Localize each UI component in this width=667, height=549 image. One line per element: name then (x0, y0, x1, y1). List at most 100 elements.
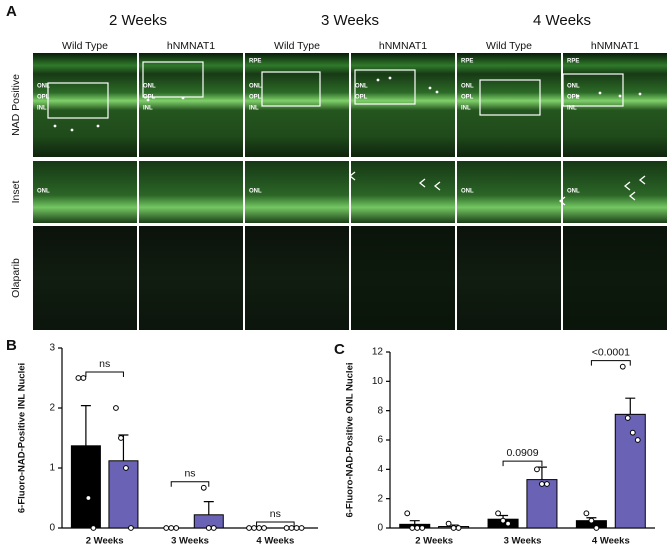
data-point (619, 363, 626, 370)
y-tick-label: 2 (377, 493, 383, 504)
layer-label: ONL (249, 84, 262, 90)
arrowhead (348, 171, 356, 181)
data-point (495, 510, 501, 517)
row-label: NAD Positive (10, 74, 22, 136)
significance-bracket (85, 371, 124, 377)
data-point (261, 525, 267, 531)
data-point (419, 525, 426, 531)
arrowhead (433, 181, 441, 191)
data-point (288, 525, 295, 531)
data-point (409, 525, 416, 531)
arrowhead (418, 178, 426, 188)
data-point (251, 525, 257, 531)
data-point (624, 415, 631, 421)
layer-label: OPL (461, 95, 474, 101)
micrograph (33, 226, 137, 330)
inset-box (354, 69, 416, 105)
micrograph (563, 161, 667, 223)
genotype-label: hNMNAT1 (167, 40, 215, 52)
y-axis-label: 6-Fluoro-NAD-Positive ONL Nuclei (345, 362, 356, 517)
layer-label: INL (567, 106, 577, 112)
nucleus-marker (96, 124, 100, 128)
panel-letter: A (6, 3, 17, 20)
y-axis-label: 6-Fluoro-NAD-Positive INL Nuclei (17, 363, 28, 513)
data-point (505, 520, 511, 527)
genotype-label: Wild Type (62, 40, 108, 52)
layer-label: ONL (249, 189, 262, 195)
data-point (404, 510, 411, 517)
significance-label: ns (184, 468, 195, 480)
y-tick-label: 2 (49, 403, 55, 414)
error-bar (409, 520, 420, 525)
nucleus-marker (428, 86, 432, 90)
micrograph (245, 161, 349, 223)
data-point (455, 525, 462, 531)
micrograph (563, 53, 667, 157)
micrograph (457, 161, 561, 223)
inset-box (142, 61, 204, 98)
y-tick-label: 0 (49, 523, 55, 534)
layer-label: OPL (37, 95, 50, 101)
y-tick-label: 3 (49, 343, 55, 354)
data-point (414, 525, 421, 531)
x-tick-label: 2 Weeks (415, 536, 453, 547)
micrograph (245, 226, 349, 330)
x-tick-label: 3 Weeks (171, 536, 209, 547)
y-tick-label: 1 (49, 463, 55, 474)
y-tick-label: 6 (377, 435, 383, 446)
nucleus-marker (576, 94, 580, 98)
micrograph (351, 53, 455, 157)
data-point (246, 525, 252, 531)
layer-label: ONL (355, 84, 368, 90)
layer-label: ONL (461, 84, 474, 90)
genotype-label: Wild Type (274, 40, 320, 52)
micrograph (457, 226, 561, 330)
micrograph (457, 53, 561, 157)
layer-label: OPL (567, 95, 580, 101)
data-point (293, 525, 300, 531)
nucleus-marker (146, 98, 150, 102)
nucleus-marker (181, 96, 185, 100)
layer-label: ONL (37, 189, 50, 195)
layer-label: ONL (567, 84, 580, 90)
layer-label: OPL (249, 95, 262, 101)
x-tick-label: 4 Weeks (256, 536, 294, 547)
layer-label: OPL (355, 95, 368, 101)
data-point (85, 495, 92, 501)
inset-box (562, 73, 624, 107)
timepoint-label: 4 Weeks (533, 12, 591, 29)
row-label: Inset (10, 181, 22, 204)
nucleus-marker (618, 94, 622, 98)
significance-bracket (170, 481, 210, 487)
nucleus-marker (388, 76, 392, 80)
micrograph (33, 161, 137, 223)
data-point (113, 405, 119, 411)
micrograph-tint (563, 226, 667, 330)
data-point (118, 435, 124, 441)
layer-label: RPE (567, 59, 579, 65)
error-bar (80, 405, 91, 446)
data-point (200, 484, 207, 491)
genotype-label: hNMNAT1 (379, 40, 427, 52)
data-point (445, 520, 452, 527)
micrograph (33, 53, 137, 157)
timepoint-label: 3 Weeks (321, 12, 379, 29)
significance-bracket (256, 521, 295, 527)
inset-box (47, 82, 109, 119)
data-point (298, 525, 305, 531)
bar (526, 479, 558, 529)
data-point (75, 375, 82, 381)
layer-label: ONL (567, 189, 580, 195)
significance-label: 0.0909 (506, 447, 538, 459)
data-point (500, 517, 506, 524)
significance-bracket (590, 360, 631, 366)
timepoint-label: 2 Weeks (109, 12, 167, 29)
layer-label: ONL (461, 189, 474, 195)
nucleus-marker (376, 78, 380, 82)
genotype-label: hNMNAT1 (591, 40, 639, 52)
layer-label: INL (249, 106, 259, 112)
nucleus-marker (598, 91, 602, 95)
micrograph (139, 226, 243, 330)
data-point (583, 510, 590, 517)
